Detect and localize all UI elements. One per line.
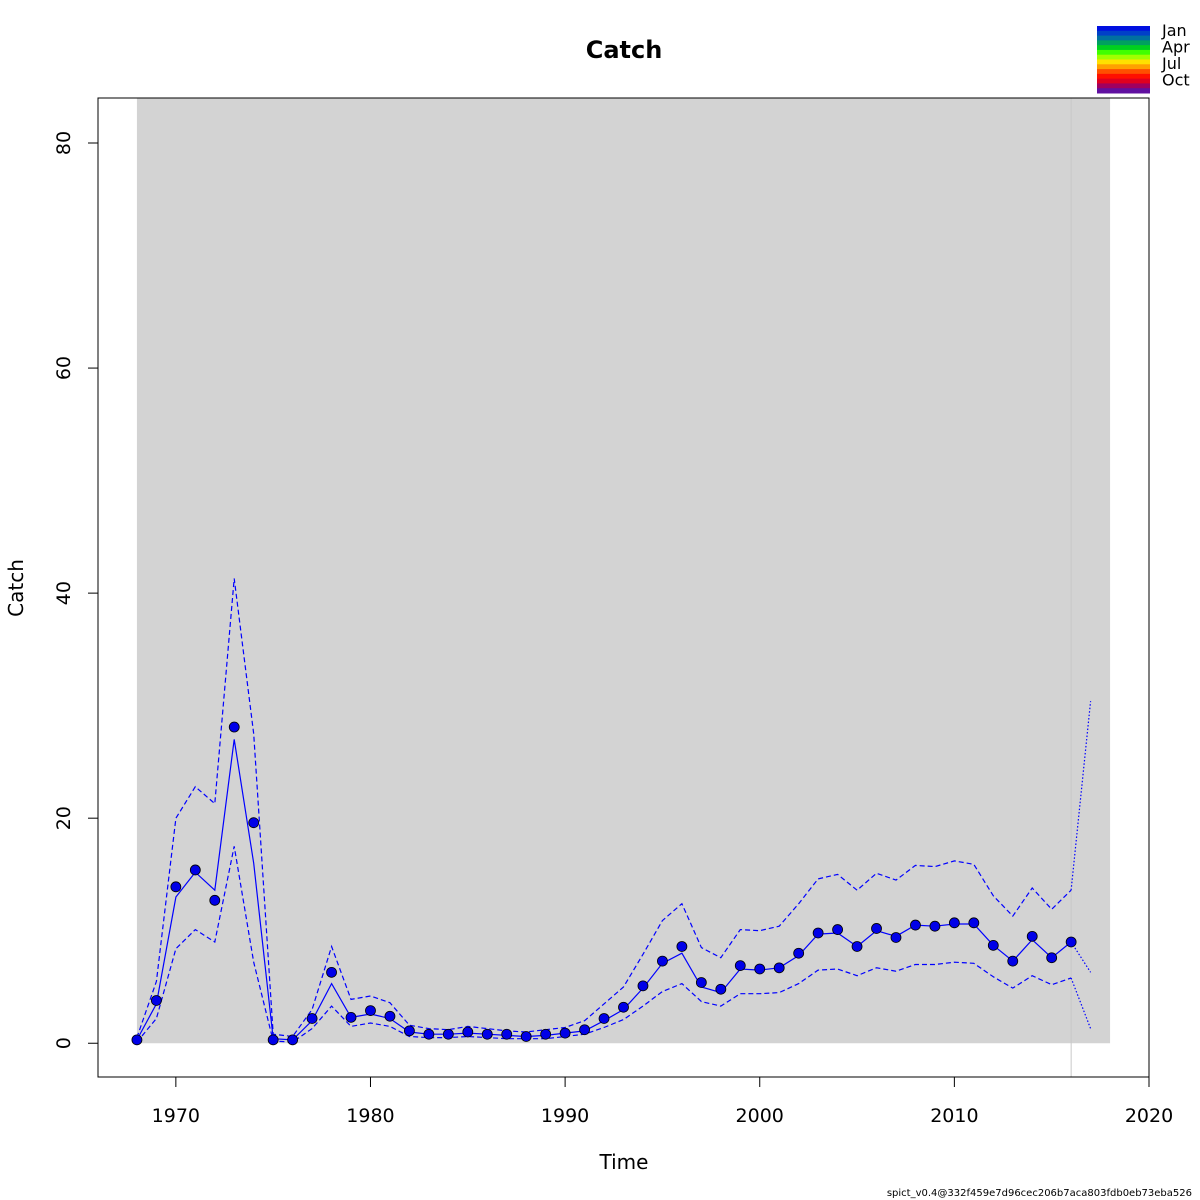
- legend-color-swatch: [1097, 49, 1150, 56]
- data-point: [695, 977, 707, 988]
- data-point: [228, 721, 240, 733]
- y-tick-label: 0: [53, 1037, 75, 1049]
- chart-title: Catch: [586, 36, 663, 64]
- x-tick-label: 1970: [152, 1105, 200, 1127]
- data-point: [637, 980, 649, 992]
- x-tick-label: 1980: [346, 1105, 394, 1127]
- shaded-region-layer: [136, 98, 1111, 1044]
- data-point: [676, 941, 688, 952]
- y-axis: 0 20 40 60 80: [53, 131, 99, 1049]
- data-point: [131, 1034, 143, 1046]
- data-point: [326, 966, 337, 978]
- x-tick-label: 2020: [1125, 1105, 1173, 1127]
- legend-label-apr: Apr: [1162, 38, 1190, 57]
- legend-color-swatch: [1097, 59, 1150, 65]
- data-point: [501, 1028, 513, 1040]
- legend-color-swatch: [1097, 40, 1150, 46]
- data-point: [851, 941, 863, 952]
- data-point: [1065, 936, 1077, 948]
- series-line-dashed-4: [136, 846, 1072, 1043]
- shaded-region: [136, 98, 1111, 1044]
- data-point: [793, 947, 805, 959]
- legend-color-swatch: [1097, 78, 1150, 84]
- data-point: [150, 995, 162, 1006]
- legend-color-swatch: [1097, 30, 1150, 37]
- data-point: [871, 923, 882, 934]
- legend-label-oct: Oct: [1162, 71, 1190, 90]
- data-point: [209, 894, 221, 906]
- series-line-dashed-2: [136, 578, 1072, 1038]
- x-tick-label: 1990: [541, 1105, 589, 1127]
- y-tick-label: 80: [53, 131, 75, 155]
- y-tick-label: 40: [53, 581, 75, 605]
- data-point: [929, 920, 941, 932]
- legend-color-swatch: [1097, 73, 1150, 80]
- data-point: [1026, 930, 1038, 942]
- legend-label-jul: Jul: [1161, 54, 1181, 73]
- legend-color-swatch: [1097, 83, 1150, 89]
- legend-color-swatch: [1097, 88, 1150, 94]
- data-point: [404, 1025, 415, 1037]
- data-point: [812, 927, 824, 939]
- data-point: [540, 1028, 552, 1040]
- data-point: [520, 1031, 532, 1042]
- x-axis: 1970 1980 1990 2000 2010 2020: [152, 1076, 1173, 1127]
- legend-color-swatch: [1097, 45, 1150, 51]
- legend-color-swatch: [1097, 64, 1150, 70]
- series-line-dotted-3: [1070, 701, 1092, 891]
- data-point: [968, 917, 980, 929]
- data-point: [189, 864, 201, 876]
- data-point: [423, 1028, 435, 1040]
- data-point: [365, 1005, 376, 1017]
- data-point: [754, 963, 766, 975]
- data-point: [987, 939, 999, 951]
- series-line-dotted-1: [1070, 941, 1092, 973]
- data-point: [442, 1028, 454, 1040]
- legend-color-swatch: [1097, 69, 1150, 75]
- data-point: [1046, 952, 1058, 964]
- data-point: [657, 955, 668, 967]
- data-point: [832, 924, 843, 935]
- data-point: [345, 1011, 357, 1023]
- data-point: [910, 919, 921, 931]
- data-point: [773, 962, 785, 974]
- legend-color-swatch: [1097, 26, 1150, 32]
- legend-color-swatch: [1097, 54, 1150, 60]
- data-point: [462, 1026, 474, 1038]
- data-point: [618, 1001, 629, 1013]
- y-axis-label: Catch: [4, 559, 28, 617]
- data-point: [715, 983, 727, 995]
- data-point: [559, 1027, 571, 1039]
- y-tick-label: 20: [53, 806, 75, 830]
- x-tick-label: 2000: [736, 1105, 784, 1127]
- x-axis-label: Time: [599, 1150, 649, 1174]
- data-point: [248, 817, 260, 829]
- data-point: [384, 1010, 396, 1022]
- data-point: [734, 960, 746, 971]
- data-point: [890, 932, 902, 943]
- points-layer: [131, 721, 1077, 1046]
- legend-color-swatch: [1097, 35, 1150, 41]
- data-point: [948, 917, 960, 929]
- data-point: [1007, 955, 1019, 967]
- legend-label-jan: Jan: [1161, 21, 1187, 40]
- y-tick-label: 60: [53, 356, 75, 380]
- data-point: [579, 1024, 590, 1036]
- data-point: [306, 1013, 318, 1024]
- data-point: [267, 1034, 279, 1046]
- x-tick-label: 2010: [930, 1105, 978, 1127]
- data-point: [598, 1013, 610, 1024]
- data-point: [481, 1028, 493, 1040]
- footer-version: spict_v0.4@332f459e7d96cec206b7aca803fdb…: [887, 1188, 1192, 1199]
- data-point: [287, 1034, 299, 1046]
- data-point: [170, 881, 182, 893]
